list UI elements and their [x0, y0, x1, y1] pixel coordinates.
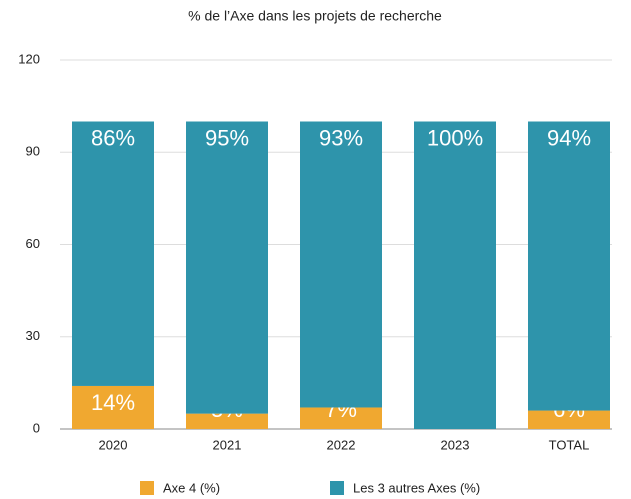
x-tick-label: 2020	[99, 437, 128, 452]
bar-segment	[186, 121, 268, 414]
value-label: 86%	[91, 125, 135, 150]
bar-segment	[300, 121, 382, 408]
chart-title: % de l’Axe dans les projets de recherche	[188, 8, 442, 24]
x-tick-label: TOTAL	[549, 437, 590, 452]
y-tick-label: 60	[26, 236, 40, 251]
y-tick-label: 0	[33, 420, 40, 435]
value-label: 94%	[547, 125, 591, 150]
bar-segment	[300, 407, 382, 429]
legend-swatch	[140, 481, 154, 495]
value-label: 93%	[319, 125, 363, 150]
y-tick-label: 30	[26, 328, 40, 343]
x-tick-label: 2021	[213, 437, 242, 452]
bar-segment	[528, 410, 610, 429]
value-label: 100%	[427, 125, 483, 150]
value-label: 14%	[91, 390, 135, 415]
value-label: 95%	[205, 125, 249, 150]
x-tick-label: 2022	[327, 437, 356, 452]
legend-label: Axe 4 (%)	[163, 480, 220, 495]
bar-segment	[72, 121, 154, 386]
bar-segment	[72, 385, 154, 429]
y-tick-label: 90	[26, 144, 40, 159]
legend-label: Les 3 autres Axes (%)	[353, 480, 480, 495]
x-tick-label: 2023	[441, 437, 470, 452]
y-tick-label: 120	[18, 51, 40, 66]
legend-swatch	[330, 481, 344, 495]
bar-segment	[186, 413, 268, 429]
bar-segment	[414, 121, 496, 429]
bar-segment	[528, 121, 610, 411]
